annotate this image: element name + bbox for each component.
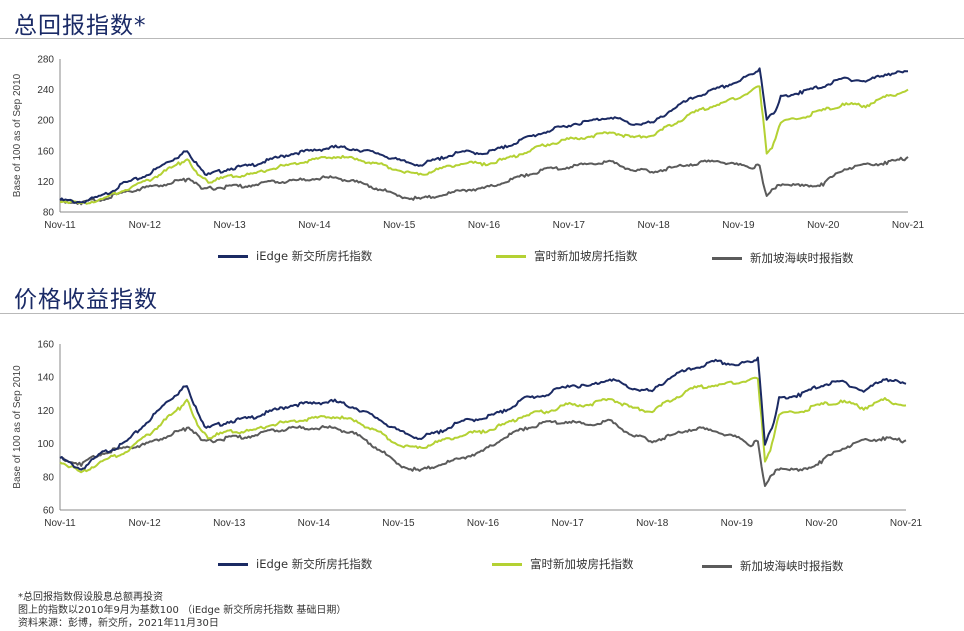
y-tick-label: 80 — [43, 472, 55, 483]
legend-swatch-sts — [712, 256, 742, 260]
x-tick-label: Nov-17 — [551, 518, 584, 529]
legend-label-ft-2: 富时新加坡房托指数 — [530, 557, 634, 571]
y-tick-label: 140 — [37, 373, 54, 384]
legend-label-edge-2: iEdge 新交所房托指数 — [256, 557, 373, 571]
y-tick-label: 120 — [37, 406, 54, 417]
series-line-1 — [59, 85, 909, 205]
x-tick-label: Nov-12 — [129, 220, 162, 231]
series-line-2 — [59, 418, 907, 487]
legend-swatch-ft-2 — [492, 562, 522, 566]
x-tick-label: Nov-15 — [382, 518, 415, 529]
legend-item-ft-2: 富时新加坡房托指数 — [492, 556, 634, 572]
legend-label-ft: 富时新加坡房托指数 — [534, 249, 638, 263]
legend-swatch-edge — [218, 254, 248, 258]
y-axis-title: Base of 100 as of Sep 2010 — [12, 73, 23, 197]
series-line-1 — [59, 376, 907, 474]
legend-swatch-sts-2 — [702, 564, 732, 568]
footnote-source: 资料来源：彭博，新交所，2021年11月30日 — [18, 618, 219, 629]
x-tick-label: Nov-16 — [468, 220, 501, 231]
y-tick-label: 160 — [37, 146, 54, 157]
x-tick-label: Nov-17 — [553, 220, 586, 231]
legend-label-edge: iEdge 新交所房托指数 — [256, 249, 373, 263]
x-tick-label: Nov-12 — [128, 518, 161, 529]
y-tick-label: 240 — [37, 85, 54, 96]
series-line-2 — [59, 156, 909, 206]
y-tick-label: 100 — [37, 439, 54, 450]
y-tick-label: 160 — [37, 340, 54, 351]
price-return-chart: 60 80 100 120 140 160 Nov-11 Nov-12 Nov-13 Nov-14… — [12, 340, 923, 530]
x-tick-label: Nov-11 — [44, 220, 76, 231]
series-line-0 — [59, 67, 909, 204]
x-tick-label: Nov-15 — [383, 220, 416, 231]
legend-label-sts-2: 新加坡海峡时报指数 — [740, 559, 844, 573]
title-divider — [0, 38, 964, 39]
footnotes: *总回报指数假设股息总额再投资 图上的指数以2010年9月为基数100 （iEd… — [18, 591, 346, 630]
chart-title-total-return: 总回报指数* — [14, 13, 147, 39]
y-tick-label: 280 — [37, 55, 54, 66]
series-line-0 — [59, 356, 907, 471]
footnote-base: 图上的指数以2010年9月为基数100 （iEdge 新交所房托指数 基础日期） — [18, 605, 347, 616]
y-tick-label: 60 — [43, 506, 55, 517]
x-tick-label: Nov-14 — [298, 220, 331, 231]
legend-item-ft: 富时新加坡房托指数 — [496, 248, 638, 264]
title-divider-2 — [0, 313, 964, 314]
x-tick-label: Nov-18 — [636, 518, 669, 529]
chart-title-price-return: 价格收益指数 — [14, 287, 158, 313]
x-tick-label: Nov-20 — [805, 518, 838, 529]
x-tick-label: Nov-21 — [890, 518, 923, 529]
x-tick-label: Nov-21 — [892, 220, 925, 231]
y-tick-label: 80 — [43, 208, 55, 219]
x-tick-label: Nov-13 — [213, 518, 246, 529]
x-tick-label: Nov-19 — [721, 518, 754, 529]
x-tick-label: Nov-20 — [807, 220, 840, 231]
x-tick-label: Nov-18 — [637, 220, 670, 231]
total-return-chart: 80 120 160 200 240 280 Nov-11 Nov-12 Nov-13 Nov-1… — [12, 55, 925, 232]
x-tick-label: Nov-13 — [213, 220, 246, 231]
x-tick-label: Nov-14 — [298, 518, 331, 529]
legend-item-edge: iEdge 新交所房托指数 — [218, 248, 372, 264]
legend-item-edge-2: iEdge 新交所房托指数 — [218, 556, 372, 572]
legend-swatch-edge-2 — [218, 562, 248, 566]
y-tick-label: 200 — [37, 116, 54, 127]
y-tick-label: 120 — [37, 177, 54, 188]
footnote-dividends: *总回报指数假设股息总额再投资 — [18, 592, 163, 603]
legend-label-sts: 新加坡海峡时报指数 — [750, 251, 854, 265]
legend-swatch-ft — [496, 254, 526, 258]
legend-item-sts-2: 新加坡海峡时报指数 — [702, 558, 844, 574]
legend-item-sts: 新加坡海峡时报指数 — [712, 250, 854, 266]
x-tick-label: Nov-19 — [722, 220, 755, 231]
x-tick-label: Nov-11 — [44, 518, 76, 529]
y-axis-title: Base of 100 as of Sep 2010 — [12, 365, 23, 489]
x-tick-label: Nov-16 — [467, 518, 500, 529]
